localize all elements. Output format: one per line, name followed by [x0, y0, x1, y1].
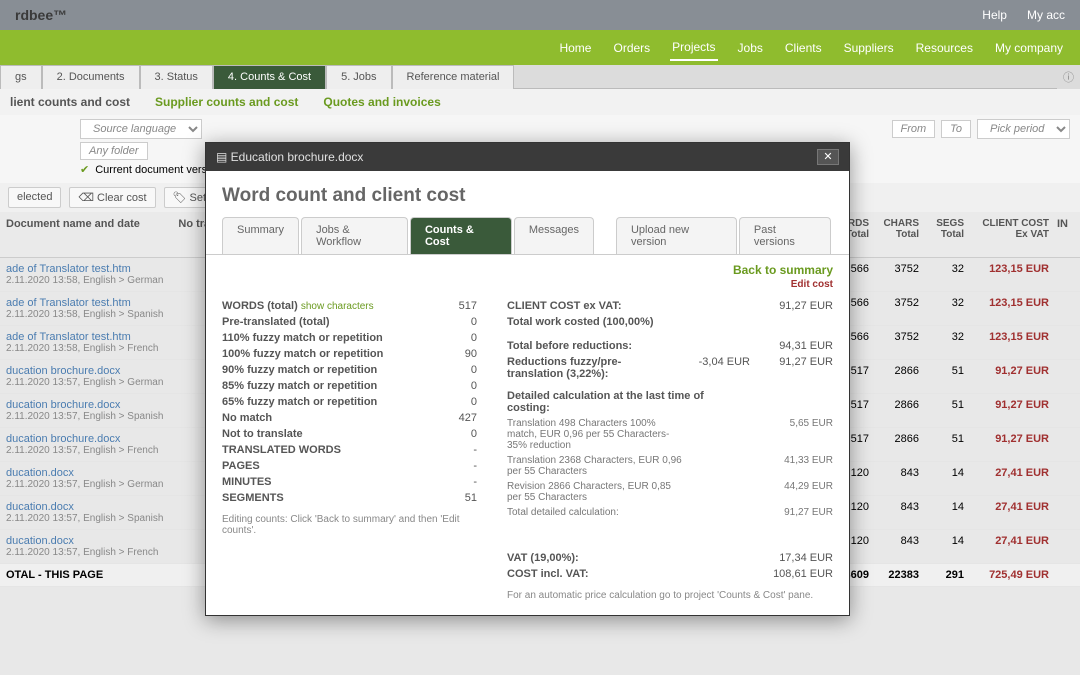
modal-tab-summary[interactable]: Summary [222, 217, 299, 254]
doc-icon: ▤ [216, 150, 231, 164]
close-button[interactable]: ✕ [817, 149, 839, 165]
auto-calc-note: For an automatic price calculation go to… [507, 590, 833, 601]
modal-tab-past[interactable]: Past versions [739, 217, 831, 254]
modal-heading: Word count and client cost [206, 171, 849, 217]
back-to-summary-link[interactable]: Back to summary [733, 263, 833, 277]
editing-note: Editing counts: Click 'Back to summary' … [222, 514, 477, 536]
modal-tab-counts[interactable]: Counts & Cost [410, 217, 512, 254]
edit-cost-link[interactable]: Edit cost [222, 279, 833, 290]
modal-tab-upload[interactable]: Upload new version [616, 217, 737, 254]
modal-tab-jobs[interactable]: Jobs & Workflow [301, 217, 408, 254]
modal-tab-messages[interactable]: Messages [514, 217, 594, 254]
modal-body: Back to summary Edit cost WORDS (total) … [206, 255, 849, 615]
modal-titlebar: ▤ Education brochure.docx ✕ [206, 143, 849, 171]
modal-tabs: Summary Jobs & Workflow Counts & Cost Me… [206, 217, 849, 255]
modal-filename: Education brochure.docx [231, 150, 364, 164]
modal-overlay: ▤ Education brochure.docx ✕ Word count a… [0, 0, 1080, 675]
cost-panel: CLIENT COST ex VAT:91,27 EUR Total work … [507, 298, 833, 601]
document-detail-modal: ▤ Education brochure.docx ✕ Word count a… [205, 142, 850, 616]
show-characters-link[interactable]: show characters [301, 301, 374, 312]
word-counts-panel: WORDS (total) show characters517 Pre-tra… [222, 298, 477, 601]
